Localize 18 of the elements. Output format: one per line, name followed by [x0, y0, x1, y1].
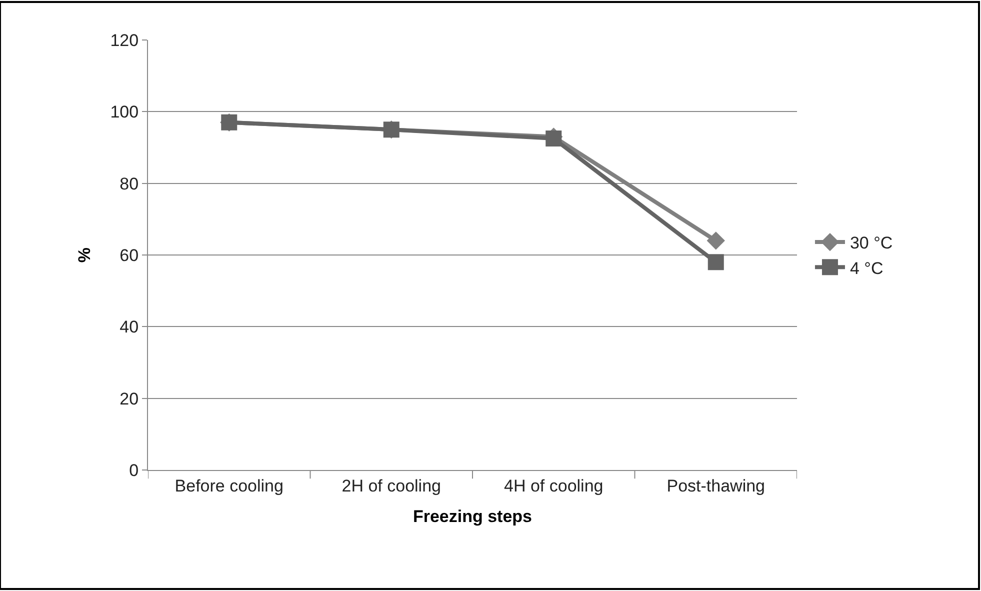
point [706, 232, 725, 250]
x-tick-label: Before cooling [174, 476, 284, 496]
y-tick-label: 100 [110, 102, 139, 122]
y-tick-label: 80 [120, 174, 139, 194]
x-tick-label: 2H of cooling [342, 476, 441, 496]
y-tick-label: 0 [129, 460, 139, 480]
y-tick-label: 60 [120, 246, 139, 265]
point [708, 254, 724, 270]
point [546, 130, 562, 147]
y-tick-label: 20 [120, 389, 139, 408]
y-axis-title: % [74, 247, 94, 263]
x-axis-title: Freezing steps [412, 506, 532, 526]
legend-label: 30 °C [850, 234, 893, 253]
legend-label: 4 °C [850, 258, 884, 278]
x-tick-label: 4H of cooling [504, 476, 604, 496]
y-tick-label: 120 [110, 30, 139, 50]
x-tick-label: Post-thawing [666, 476, 766, 496]
y-tick-label: 40 [120, 318, 139, 337]
